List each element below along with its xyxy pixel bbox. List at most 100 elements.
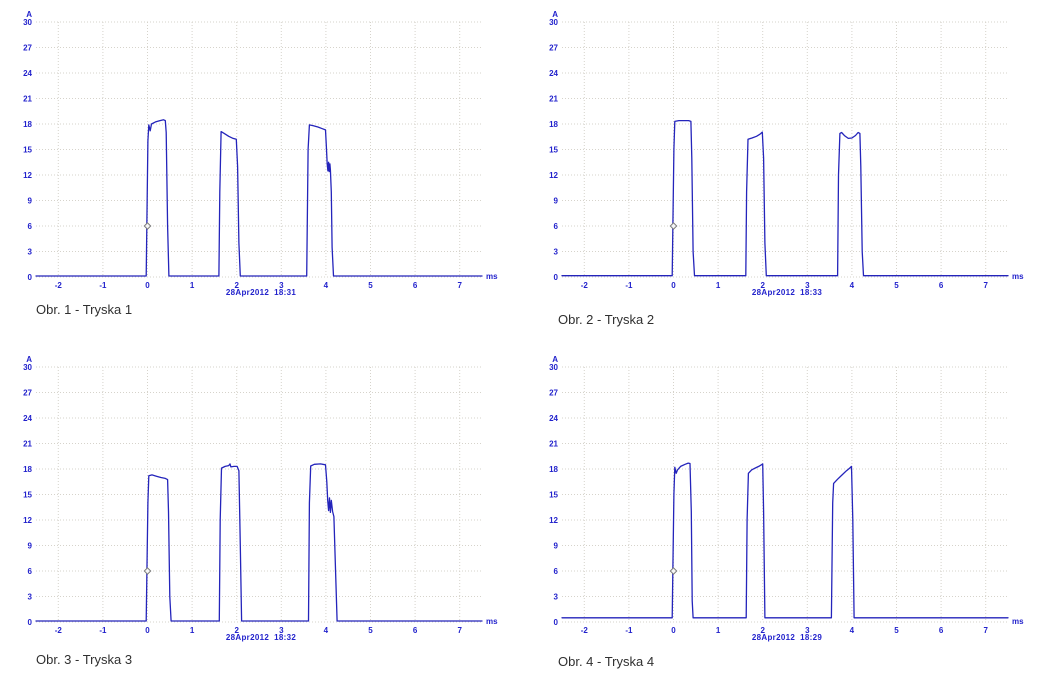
trigger-marker-icon — [669, 567, 678, 575]
x-tick-label: 1 — [190, 626, 195, 635]
x-tick-label: 7 — [983, 626, 988, 635]
y-tick-label: 24 — [549, 414, 558, 423]
x-tick-label: 4 — [850, 281, 855, 290]
x-tick-label: 6 — [413, 281, 418, 290]
y-tick-label: 3 — [28, 593, 33, 602]
y-tick-label: 18 — [549, 465, 558, 474]
y-tick-label: 18 — [23, 120, 32, 129]
y-tick-label: 6 — [28, 567, 33, 576]
y-tick-label: 6 — [28, 222, 33, 231]
y-tick-label: 9 — [554, 197, 559, 206]
y-axis-unit-label: A — [552, 10, 558, 19]
y-tick-label: 9 — [28, 197, 33, 206]
y-tick-label: 9 — [28, 542, 33, 551]
y-tick-label: 3 — [554, 248, 559, 257]
grid-lines — [562, 21, 1008, 278]
y-tick-label: 30 — [549, 18, 558, 27]
x-tick-label: 6 — [413, 626, 418, 635]
x-tick-label: 2 — [760, 626, 765, 635]
y-tick-label: 30 — [23, 18, 32, 27]
x-tick-label: 4 — [324, 626, 329, 635]
x-tick-label: 1 — [190, 281, 195, 290]
x-tick-label: 6 — [939, 281, 944, 290]
trigger-marker-icon — [669, 222, 678, 230]
y-tick-label: 3 — [554, 593, 559, 602]
x-tick-label: -2 — [55, 281, 63, 290]
x-tick-label: -1 — [99, 281, 107, 290]
y-tick-label: 18 — [23, 465, 32, 474]
y-tick-label: 0 — [28, 273, 33, 282]
y-tick-label: 27 — [549, 389, 558, 398]
x-tick-label: 5 — [894, 626, 899, 635]
y-tick-label: 12 — [549, 171, 558, 180]
y-tick-label: 12 — [549, 516, 558, 525]
x-tick-label: 3 — [279, 626, 284, 635]
signal-trace — [35, 119, 483, 277]
x-tick-label: 7 — [457, 281, 462, 290]
trigger-marker-icon — [143, 222, 152, 230]
y-tick-label: 12 — [23, 516, 32, 525]
y-tick-label: 15 — [23, 491, 32, 500]
signal-trace — [561, 119, 1009, 277]
x-tick-label: 0 — [145, 626, 150, 635]
y-tick-label: 6 — [554, 222, 559, 231]
x-tick-label: 3 — [279, 281, 284, 290]
y-tick-label: 0 — [28, 618, 33, 627]
timestamp-label: 28Apr2012 18:33 — [751, 288, 823, 297]
x-tick-label: 4 — [324, 281, 329, 290]
x-tick-label: 0 — [145, 281, 150, 290]
x-tick-label: 5 — [894, 281, 899, 290]
y-tick-label: 21 — [549, 440, 558, 449]
y-tick-label: 21 — [23, 95, 32, 104]
y-tick-label: 15 — [23, 146, 32, 155]
y-tick-label: 0 — [554, 273, 559, 282]
x-axis-unit-label: ms — [486, 617, 498, 626]
x-axis-unit-label: ms — [1012, 272, 1024, 281]
y-tick-label: 0 — [554, 618, 559, 627]
y-tick-label: 27 — [23, 389, 32, 398]
figure-caption: Obr. 4 - Tryska 4 — [558, 654, 655, 669]
x-tick-label: 5 — [368, 626, 373, 635]
figure-caption: Obr. 2 - Tryska 2 — [558, 312, 655, 327]
y-tick-label: 15 — [549, 146, 558, 155]
signal-trace — [561, 462, 1009, 619]
trigger-marker-icon — [143, 567, 152, 575]
x-tick-label: -1 — [99, 626, 107, 635]
x-tick-label: 2 — [234, 281, 239, 290]
y-tick-label: 24 — [23, 69, 32, 78]
y-tick-label: 6 — [554, 567, 559, 576]
figure-caption: Obr. 1 - Tryska 1 — [36, 302, 133, 317]
x-tick-label: 0 — [671, 626, 676, 635]
y-tick-label: 21 — [23, 440, 32, 449]
y-tick-label: 21 — [549, 95, 558, 104]
x-tick-label: -2 — [581, 281, 589, 290]
x-tick-label: 2 — [760, 281, 765, 290]
x-tick-label: 7 — [457, 626, 462, 635]
y-tick-label: 9 — [554, 542, 559, 551]
x-tick-label: 2 — [234, 626, 239, 635]
y-tick-label: 24 — [23, 414, 32, 423]
y-tick-label: 3 — [28, 248, 33, 257]
x-tick-label: -2 — [55, 626, 63, 635]
x-tick-label: 6 — [939, 626, 944, 635]
y-tick-label: 27 — [549, 44, 558, 53]
x-tick-label: -1 — [625, 626, 633, 635]
y-tick-label: 24 — [549, 69, 558, 78]
x-axis-unit-label: ms — [486, 272, 498, 281]
x-tick-label: 1 — [716, 281, 721, 290]
y-axis-unit-label: A — [26, 355, 32, 364]
y-axis-unit-label: A — [552, 355, 558, 364]
y-tick-label: 27 — [23, 44, 32, 53]
grid-lines — [36, 366, 482, 623]
